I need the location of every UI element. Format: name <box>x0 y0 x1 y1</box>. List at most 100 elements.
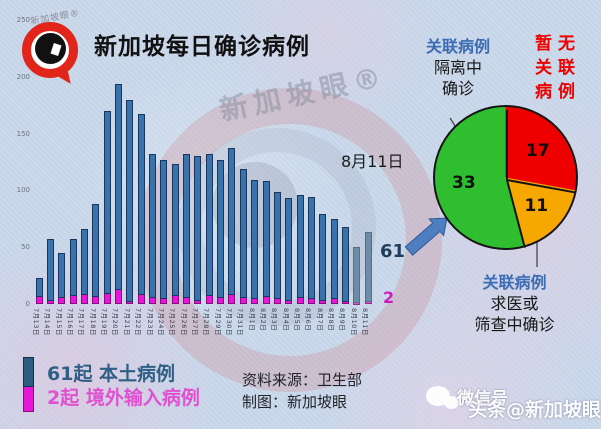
x-tick-label: 8月6日 <box>304 308 313 332</box>
x-tick-label: 8月10日 <box>349 308 358 336</box>
bar-local-segment <box>69 239 77 297</box>
bar-local-segment <box>205 154 213 297</box>
bar-imported-segment <box>239 298 247 304</box>
bar-8月5日 <box>296 194 304 304</box>
bar-imported-segment <box>126 301 134 304</box>
bar-8月10日 <box>353 247 361 305</box>
y-tick-label: 0 <box>25 300 30 308</box>
bar-imported-segment <box>251 299 259 304</box>
bar-imported-segment <box>183 298 191 304</box>
bar-imported-segment <box>307 299 315 304</box>
bar-imported-segment <box>35 297 43 304</box>
bar-imported-segment <box>171 296 179 304</box>
bar-imported-segment <box>46 300 54 304</box>
bar-imported-segment <box>353 302 361 305</box>
bar-imported-segment <box>194 300 202 304</box>
x-tick-label: 7月24日 <box>156 308 165 336</box>
bar-7月22日 <box>137 114 145 304</box>
pie-label-quarantine-line3: 确诊 <box>441 79 474 98</box>
bar-imported-segment <box>285 300 293 304</box>
pie-label-screening-line2: 求医或 <box>490 294 539 313</box>
bar-8月11日 <box>364 232 372 304</box>
pie-label-unlinked-line2: 关联 <box>535 58 581 78</box>
bar-local-segment <box>171 164 179 297</box>
x-tick-label: 7月16日 <box>66 308 75 336</box>
pie-label-unlinked-line1: 暂无 <box>535 34 581 54</box>
pie-chart: 17 11 33 <box>433 105 578 250</box>
bar-imported-segment <box>149 298 156 304</box>
x-tick-label: 7月23日 <box>145 308 154 336</box>
annotation-date: 8月11日 <box>341 152 404 171</box>
legend-local-label: 61起 本土病例 <box>47 363 176 385</box>
bar-local-segment <box>183 154 191 299</box>
bar-imported-segment <box>103 293 111 304</box>
x-tick-label: 7月21日 <box>122 308 131 336</box>
legend-imported-label: 2起 境外输入病例 <box>47 387 200 409</box>
bar-imported-segment <box>114 290 122 304</box>
brand-logo-eye-icon <box>35 33 66 64</box>
y-tick-label: 150 <box>16 129 30 138</box>
x-tick-label: 8月3日 <box>270 308 279 332</box>
bar-imported-segment <box>80 294 88 304</box>
pie-value-label: 17 <box>525 140 550 161</box>
bar-local-segment <box>353 247 361 303</box>
x-tick-label: 7月26日 <box>179 308 188 336</box>
bar-imported-segment <box>217 298 225 304</box>
bar-local-segment <box>137 114 145 295</box>
bar-local-segment <box>262 181 270 298</box>
x-tick-label: 7月29日 <box>213 308 222 336</box>
pie-label-quarantine-line2: 隔离中 <box>433 58 482 77</box>
x-tick-label: 8月2日 <box>259 308 267 332</box>
pie-label-screening: 关联病例 求医或 筛查中确诊 <box>452 272 577 335</box>
pie-label-unlinked-line3: 病例 <box>535 82 581 102</box>
x-tick-label: 7月14日 <box>43 308 52 336</box>
bar-imported-segment <box>330 299 338 304</box>
bar-7月28日 <box>205 154 213 304</box>
y-tick-label: 100 <box>16 186 30 195</box>
x-tick-label: 7月17日 <box>77 308 86 336</box>
bar-local-segment <box>251 180 259 300</box>
bar-imported-segment <box>296 298 304 304</box>
bar-imported-segment <box>341 301 349 304</box>
bar-local-segment <box>296 194 304 299</box>
bar-local-segment <box>35 277 43 298</box>
x-tick-label: 8月4日 <box>281 308 290 332</box>
bar-local-segment <box>364 232 372 302</box>
pie-label-quarantine: 关联病例 隔离中 确诊 <box>403 36 513 99</box>
x-tick-label: 7月20日 <box>111 308 120 336</box>
source-line: 资料来源：卫生部 <box>242 371 363 389</box>
bar-7月31日 <box>239 168 247 304</box>
bar-7月20日 <box>114 83 122 304</box>
y-tick-label: 250 <box>16 16 30 24</box>
bar-7月26日 <box>183 154 191 304</box>
x-tick-label: 7月13日 <box>32 308 40 336</box>
bar-imported-segment <box>319 300 327 304</box>
bar-local-segment <box>80 229 88 295</box>
bar-8月7日 <box>319 214 327 304</box>
wechat-icon-small <box>444 396 459 409</box>
bar-imported-segment <box>273 299 281 304</box>
bar-local-segment <box>341 226 349 302</box>
bar-7月19日 <box>103 110 111 304</box>
bar-imported-segment <box>205 296 213 304</box>
bar-local-segment <box>58 252 66 299</box>
bar-8月8日 <box>330 218 338 304</box>
y-tick-label: 50 <box>21 243 30 252</box>
bar-local-segment <box>149 154 156 299</box>
bar-local-segment <box>160 159 168 300</box>
x-tick-label: 7月15日 <box>54 308 63 336</box>
bar-8月6日 <box>307 197 315 304</box>
bar-local-segment <box>46 239 54 301</box>
bar-7月15日 <box>58 252 66 304</box>
x-tick-label: 8月1日 <box>247 308 256 332</box>
bar-local-segment <box>194 156 202 301</box>
bar-7月23日 <box>149 154 156 304</box>
bar-local-segment <box>92 204 100 298</box>
pie-value-label: 33 <box>452 172 476 193</box>
x-tick-label: 8月11日 <box>361 308 370 336</box>
annotation-imported-count: 2 <box>383 288 395 307</box>
y-tick-label: 200 <box>16 72 30 81</box>
bar-7月14日 <box>46 239 54 304</box>
page-title: 新加坡每日确诊病例 <box>94 34 310 60</box>
bar-local-segment <box>285 198 293 301</box>
